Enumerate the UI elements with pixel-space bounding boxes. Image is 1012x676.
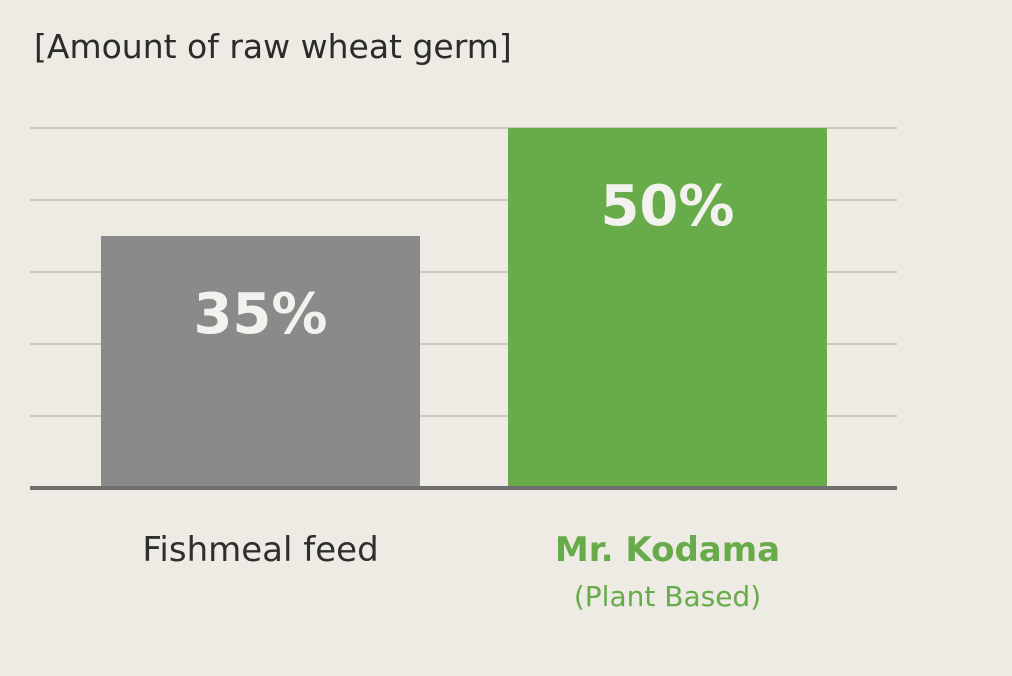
bar-fishmeal-feed xyxy=(101,236,420,488)
data-label: 50% xyxy=(600,174,734,239)
data-label: 35% xyxy=(193,282,327,347)
chart-title: [Amount of raw wheat germ] xyxy=(34,27,512,66)
labels: 35% Fishmeal feed 50% Mr. Kodama (Plant Base… xyxy=(142,174,780,613)
bar-mr-kodama xyxy=(508,128,827,488)
bars xyxy=(101,128,827,488)
category-sublabel: (Plant Based) xyxy=(574,580,761,613)
category-label: Fishmeal feed xyxy=(142,530,378,570)
category-label: Mr. Kodama xyxy=(555,530,780,570)
